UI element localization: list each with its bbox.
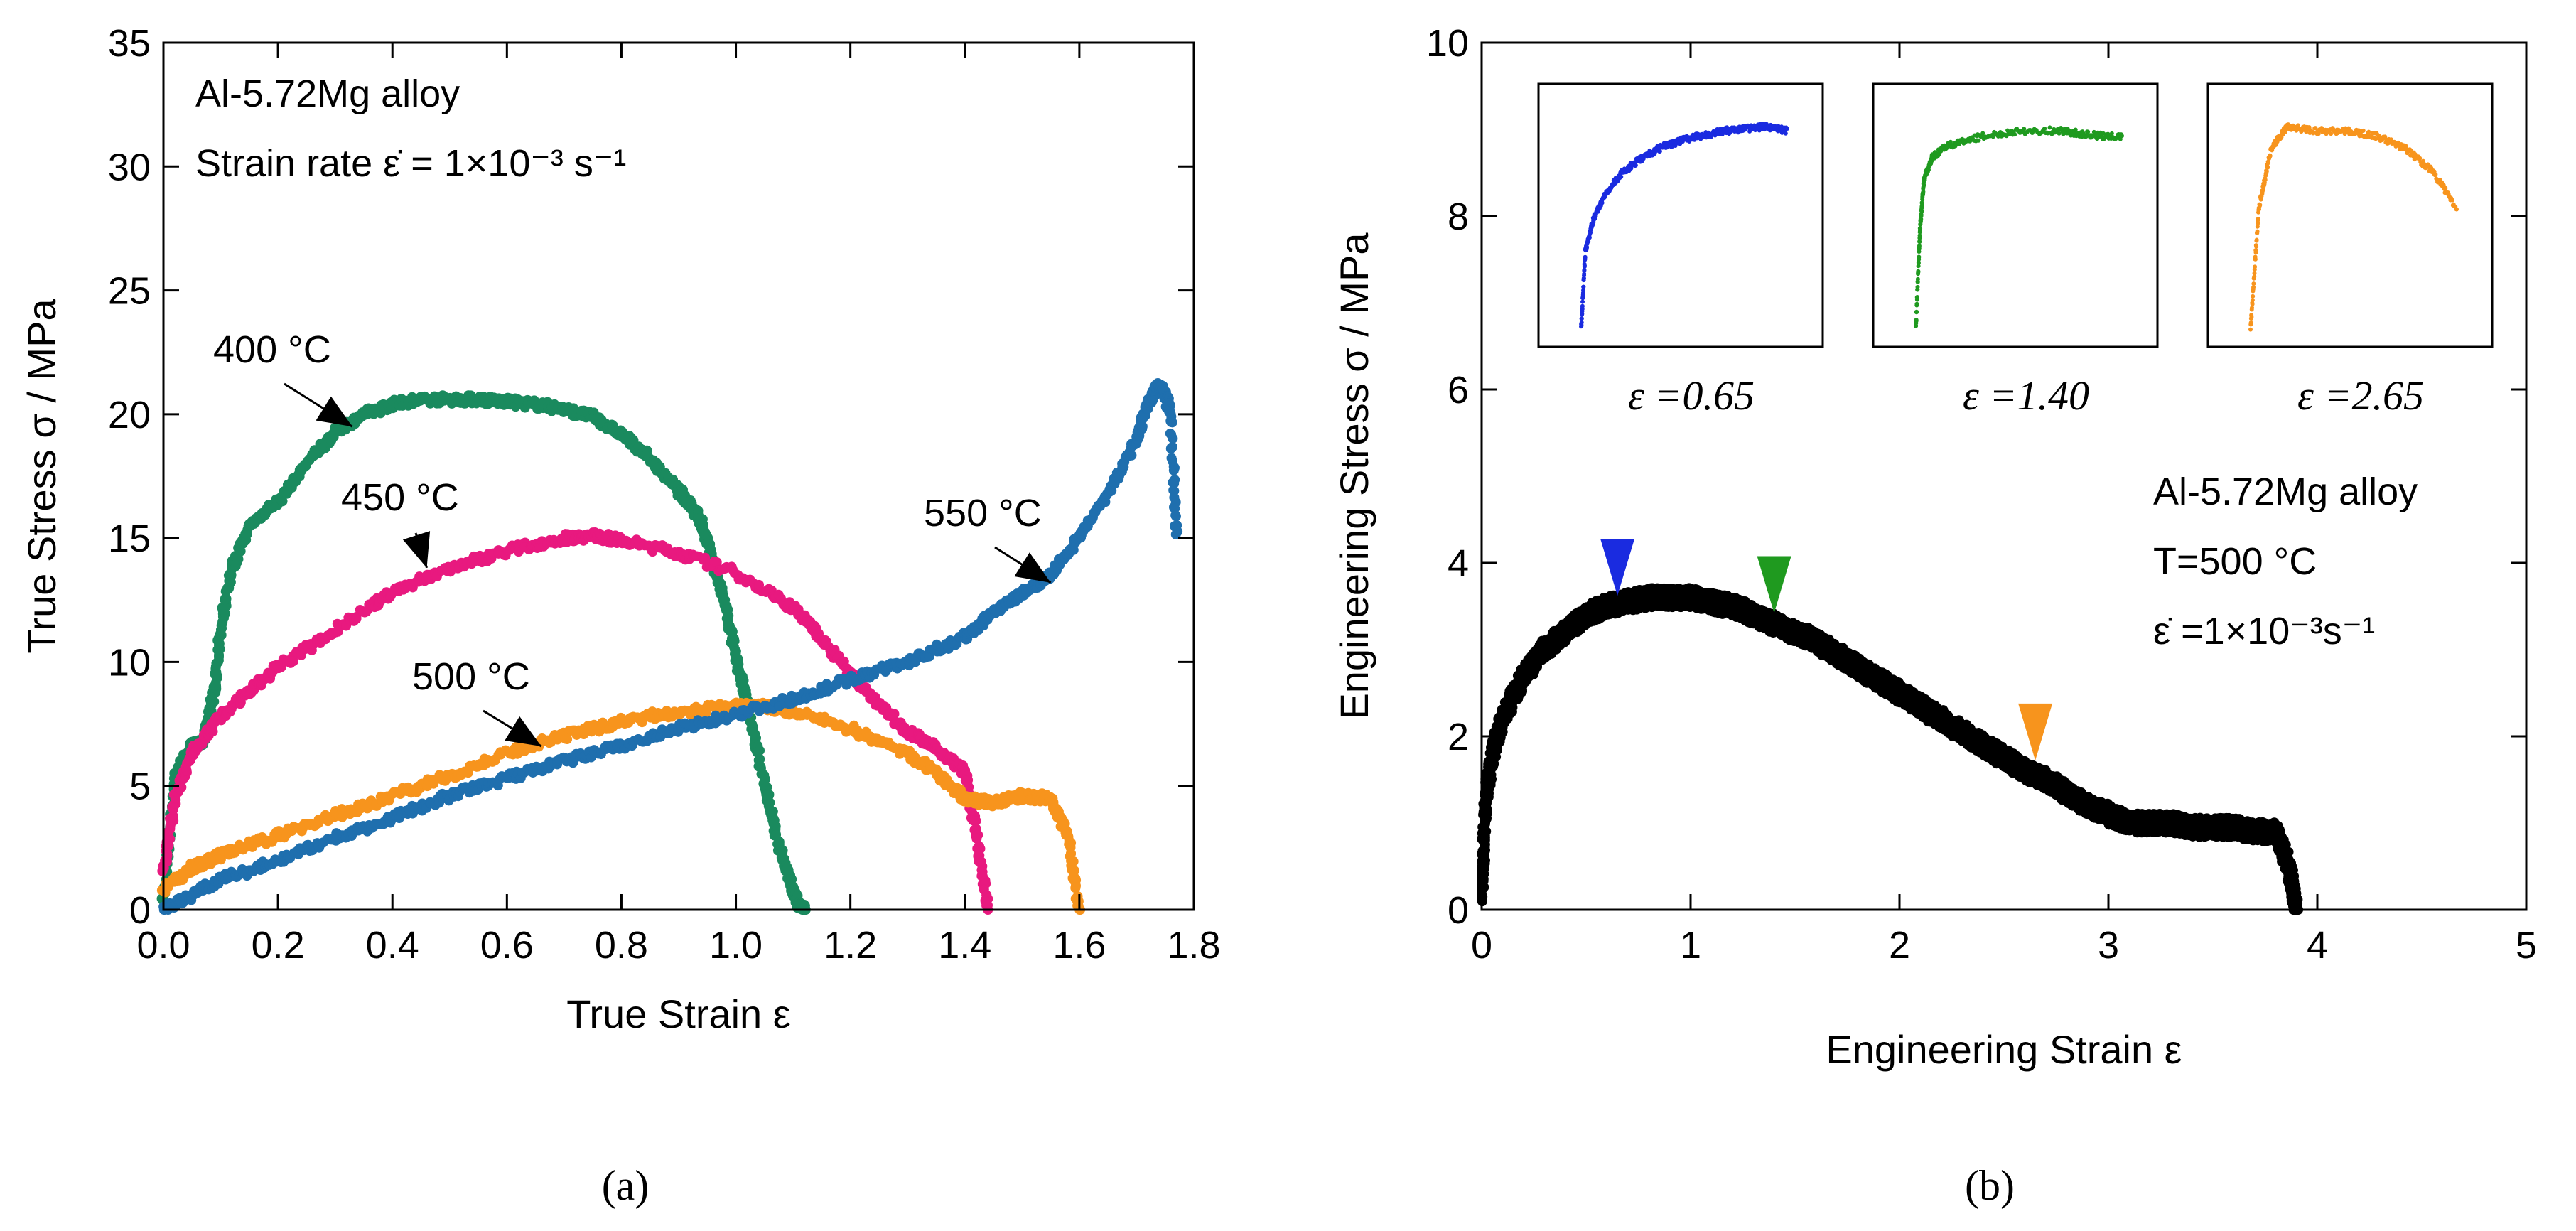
x-tick-label: 0.8 — [595, 924, 648, 967]
y-tick-label: 35 — [108, 22, 151, 65]
data-point — [733, 657, 743, 667]
arrow-head — [1014, 552, 1051, 583]
data-point — [1170, 510, 1181, 521]
y-tick-label: 15 — [108, 517, 151, 560]
x-tick-label: 1.2 — [824, 924, 877, 967]
data-point — [971, 815, 981, 826]
data-point — [1167, 417, 1177, 428]
data-point — [1069, 865, 1079, 876]
data-point — [971, 833, 982, 844]
y-tick-label: 0 — [129, 889, 151, 932]
data-point — [711, 557, 722, 567]
data-point — [755, 745, 765, 756]
data-point — [798, 903, 809, 914]
arrow-head — [505, 716, 541, 746]
panel-a-series-labels: 400 °C 450 °C 500 °C 550 °C — [213, 328, 1052, 748]
data-point — [351, 613, 362, 624]
panel-a-chart: 0.0 0.2 0.4 0.6 0.8 1.0 1.2 1.4 1.6 1.80510152025… — [19, 22, 1221, 1036]
series-label: 450 °C — [341, 476, 459, 519]
y-tick-label: 30 — [108, 146, 151, 188]
panel-a-x-axis-label: True Strain ε — [566, 991, 790, 1036]
x-tick-label: 1.6 — [1052, 924, 1106, 967]
y-tick-label: 20 — [108, 394, 151, 436]
panel-a-y-axis-label: True Stress σ / MPa — [19, 299, 64, 654]
series-label: 500 °C — [412, 655, 530, 698]
x-tick-label: 1.0 — [709, 924, 762, 967]
data-point — [1168, 465, 1179, 475]
x-tick-label: 1.4 — [938, 924, 991, 967]
x-tick-label: 0.2 — [252, 924, 305, 967]
panel-a-annotation-alloy: Al-5.72Mg alloy — [195, 72, 460, 115]
series-label: 400 °C — [213, 328, 331, 371]
data-point — [162, 851, 173, 861]
data-point — [562, 734, 573, 745]
panel-a-annotation-strain-rate: Strain rate ε̇ = 1×10⁻³ s⁻¹ — [195, 142, 626, 185]
arrow-head — [316, 396, 352, 427]
data-point — [1166, 443, 1177, 453]
y-tick-label: 5 — [129, 765, 151, 808]
x-tick-label: 0.4 — [366, 924, 419, 967]
series-label: 550 °C — [924, 492, 1042, 534]
y-tick-label: 10 — [108, 641, 151, 684]
panel-a-data-layer — [156, 377, 1183, 915]
arrow-head — [402, 531, 431, 568]
data-point — [962, 780, 973, 790]
x-tick-label: 0.6 — [480, 924, 534, 967]
data-point — [1068, 856, 1079, 867]
x-tick-label: 1.8 — [1167, 924, 1220, 967]
data-point — [1070, 881, 1081, 892]
data-point — [288, 656, 298, 667]
data-point — [241, 529, 252, 539]
y-tick-label: 25 — [108, 270, 151, 313]
